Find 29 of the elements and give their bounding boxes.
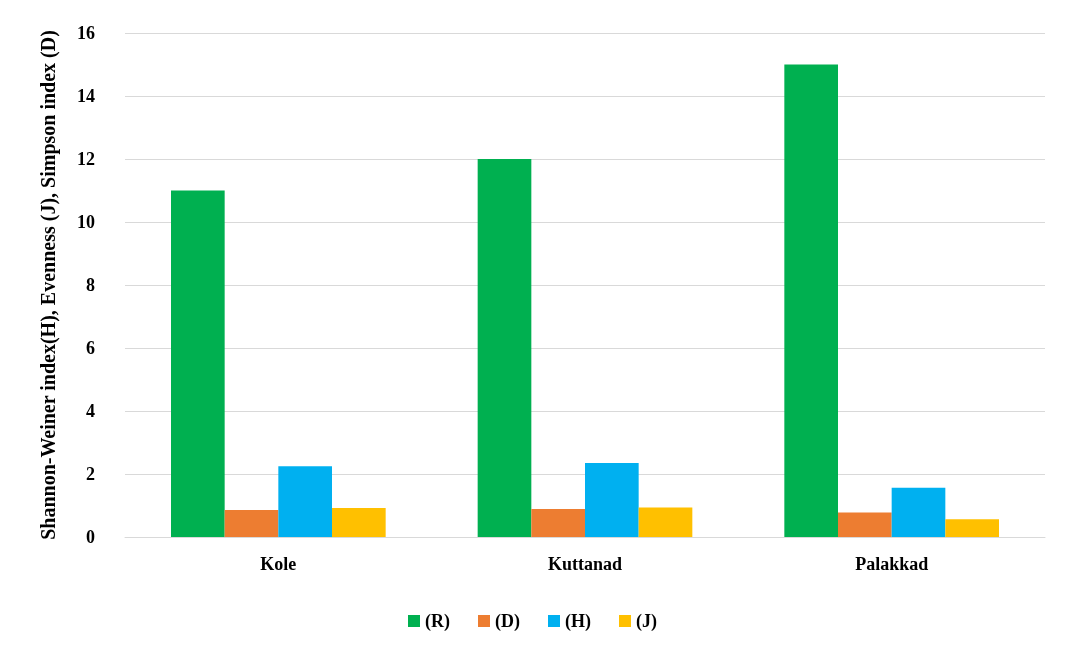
x-tick-label: Kuttanad xyxy=(547,554,623,574)
y-tick-label: 2 xyxy=(86,464,95,484)
bar xyxy=(891,487,946,537)
y-tick-label: 12 xyxy=(77,149,95,169)
bar xyxy=(477,159,532,537)
y-tick-label: 10 xyxy=(77,212,95,232)
y-tick-label: 6 xyxy=(86,338,95,358)
bar xyxy=(784,64,838,537)
legend-label: (J) xyxy=(635,611,657,632)
y-axis-title: Shannon-Weiner index(H), Evenness (J), Simpson index (D) xyxy=(37,30,60,540)
y-tick-label: 8 xyxy=(86,275,95,295)
bar xyxy=(585,462,639,537)
bar xyxy=(945,519,999,537)
y-tick-label: 0 xyxy=(86,527,95,547)
y-tick-label: 16 xyxy=(77,23,95,43)
x-tick-label: Kole xyxy=(260,554,297,574)
legend-label: (R) xyxy=(425,611,451,632)
bar xyxy=(638,507,693,537)
bar xyxy=(838,512,892,537)
bar xyxy=(278,466,332,537)
y-tick-label: 4 xyxy=(86,401,95,421)
legend-label: (D) xyxy=(495,611,521,632)
bar xyxy=(531,508,585,537)
y-tick-label: 14 xyxy=(77,86,95,106)
bar xyxy=(332,508,386,537)
x-tick-label: Palakkad xyxy=(855,554,929,574)
bar xyxy=(224,509,279,537)
bar xyxy=(171,190,225,537)
legend-label: (H) xyxy=(565,611,591,632)
